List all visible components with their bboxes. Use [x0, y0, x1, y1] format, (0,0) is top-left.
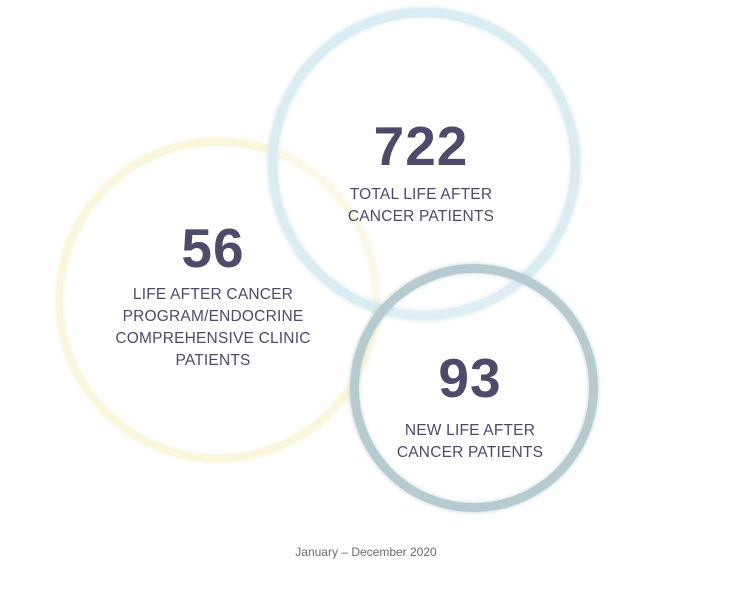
total-patients-value: 722: [373, 115, 469, 177]
date-range-caption: January – December 2020: [295, 545, 437, 559]
total-patients-stat: 722 TOTAL LIFE AFTER CANCER PATIENTS: [318, 118, 524, 228]
total-patients-label-line: TOTAL LIFE AFTER: [349, 186, 493, 203]
total-patients-label-line: CANCER PATIENTS: [347, 208, 495, 225]
total-patients-circle: [268, 8, 580, 320]
endocrine-patients-label: LIFE AFTER CANCER PROGRAM/ENDOCRINE COMP…: [92, 284, 334, 372]
new-patients-stat: 93 NEW LIFE AFTER CANCER PATIENTS: [372, 350, 568, 464]
endocrine-patients-value: 56: [181, 217, 245, 279]
new-patients-label-line: NEW LIFE AFTER: [404, 422, 536, 439]
new-patients-label-line: CANCER PATIENTS: [396, 444, 544, 461]
new-patients-label: NEW LIFE AFTER CANCER PATIENTS: [372, 420, 568, 464]
endocrine-patients-label-line: PATIENTS: [175, 352, 251, 369]
endocrine-patients-label-line: PROGRAM/ENDOCRINE: [122, 308, 304, 325]
endocrine-patients-label-line: LIFE AFTER CANCER: [132, 286, 294, 303]
endocrine-patients-stat: 56 LIFE AFTER CANCER PROGRAM/ENDOCRINE C…: [92, 220, 334, 372]
endocrine-patients-label-line: COMPREHENSIVE CLINIC: [115, 330, 311, 347]
new-patients-value: 93: [438, 347, 502, 409]
new-patients-circle: [350, 264, 598, 512]
total-patients-label: TOTAL LIFE AFTER CANCER PATIENTS: [318, 184, 524, 228]
